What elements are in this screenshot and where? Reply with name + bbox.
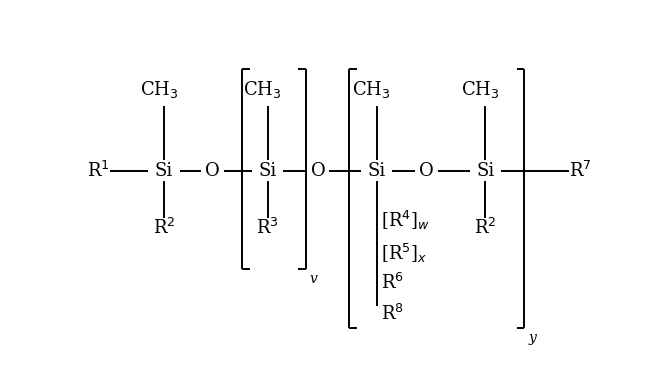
Text: Si: Si [258, 162, 277, 180]
Text: O: O [419, 162, 434, 180]
Text: R$^6$: R$^6$ [381, 273, 403, 293]
Text: R$^1$: R$^1$ [87, 161, 110, 181]
Text: R$^2$: R$^2$ [153, 218, 175, 238]
Text: Si: Si [476, 162, 494, 180]
Text: y: y [529, 331, 537, 345]
Text: R$^3$: R$^3$ [256, 218, 279, 238]
Text: R$^8$: R$^8$ [381, 303, 403, 324]
Text: R$^2$: R$^2$ [474, 218, 496, 238]
Text: [R$^4$]$_w$: [R$^4$]$_w$ [381, 209, 429, 232]
Text: Si: Si [155, 162, 173, 180]
Text: CH$_3$: CH$_3$ [140, 79, 178, 100]
Text: [R$^5$]$_x$: [R$^5$]$_x$ [381, 242, 427, 265]
Text: CH$_3$: CH$_3$ [461, 79, 500, 100]
Text: O: O [310, 162, 325, 180]
Text: Si: Si [367, 162, 386, 180]
Text: O: O [205, 162, 219, 180]
Text: R$^7$: R$^7$ [569, 161, 591, 181]
Text: CH$_3$: CH$_3$ [244, 79, 282, 100]
Text: CH$_3$: CH$_3$ [352, 79, 391, 100]
Text: v: v [310, 272, 318, 286]
